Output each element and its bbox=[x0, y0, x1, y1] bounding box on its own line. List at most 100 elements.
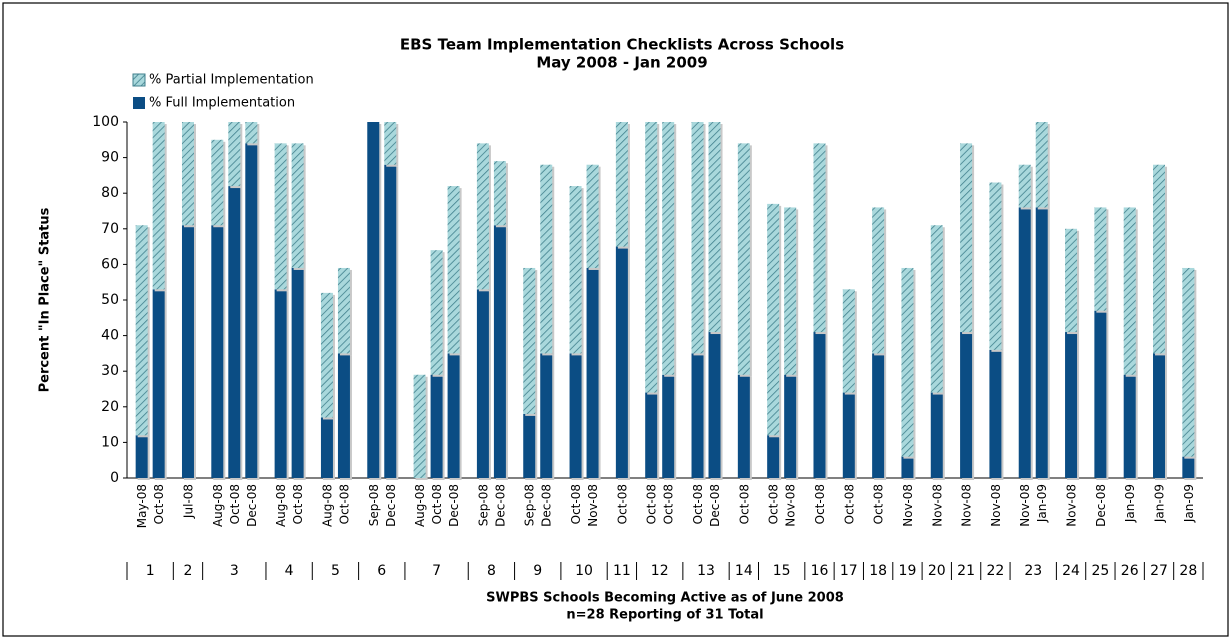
group-label: 9 bbox=[533, 563, 542, 579]
bar-segment bbox=[960, 143, 973, 333]
bar-segment bbox=[1094, 207, 1107, 311]
legend-swatch bbox=[132, 73, 146, 87]
x-tick-label: Sep-08 bbox=[523, 484, 537, 526]
group-label: 7 bbox=[432, 563, 441, 579]
bar-segment bbox=[1094, 310, 1107, 478]
x-tick-label: Jan-09 bbox=[1035, 484, 1049, 523]
bar-segment bbox=[135, 435, 148, 478]
group-label: 23 bbox=[1024, 563, 1042, 579]
group-label: 13 bbox=[697, 563, 715, 579]
x-tick-label: Oct-08 bbox=[662, 484, 676, 524]
x-tick-label: Aug-08 bbox=[211, 484, 225, 527]
bar-segment bbox=[767, 203, 780, 436]
bar-segment bbox=[872, 207, 885, 354]
group-label: 5 bbox=[331, 563, 340, 579]
x-tick-label: Nov-08 bbox=[1065, 484, 1079, 527]
x-tick-label: Oct-08 bbox=[337, 484, 351, 524]
bar-segment bbox=[476, 143, 489, 290]
group-label: 3 bbox=[230, 563, 239, 579]
bar-segment bbox=[430, 374, 443, 478]
x-tick-label: Sep-08 bbox=[476, 484, 490, 526]
x-tick-label: Jan-09 bbox=[1182, 484, 1196, 523]
bar-segment bbox=[228, 122, 241, 187]
legend-swatch bbox=[133, 97, 145, 109]
x-tick-label: Oct-08 bbox=[767, 484, 781, 524]
x-tick-label: Nov-08 bbox=[930, 484, 944, 527]
group-label: 20 bbox=[928, 563, 946, 579]
x-tick-label: Dec-08 bbox=[708, 484, 722, 527]
group-label: 26 bbox=[1121, 563, 1139, 579]
y-tick-label: 20 bbox=[101, 399, 119, 415]
bar-segment bbox=[274, 289, 287, 478]
bar-segment bbox=[540, 164, 553, 354]
bar-segment bbox=[1065, 332, 1078, 478]
group-label: 18 bbox=[869, 563, 887, 579]
bar-segment bbox=[586, 164, 599, 268]
y-tick-label: 0 bbox=[110, 470, 119, 486]
bar-segment bbox=[872, 353, 885, 478]
x-tick-label: Oct-08 bbox=[569, 484, 583, 524]
group-label: 28 bbox=[1179, 563, 1197, 579]
bar-segment bbox=[291, 143, 304, 268]
bar-segment bbox=[413, 374, 426, 478]
legend-label: % Full Implementation bbox=[149, 96, 295, 111]
group-label: 21 bbox=[957, 563, 975, 579]
group-label: 14 bbox=[735, 563, 753, 579]
bar-segment bbox=[320, 417, 333, 478]
y-tick-label: 100 bbox=[92, 114, 119, 130]
x-tick-label: Sep-08 bbox=[367, 484, 381, 526]
bar-segment bbox=[523, 267, 536, 414]
bar-segment bbox=[691, 122, 704, 354]
bar-segment bbox=[245, 143, 258, 479]
x-tick-label: Oct-08 bbox=[152, 484, 166, 524]
bar-segment bbox=[842, 392, 855, 478]
bar-segment bbox=[645, 392, 658, 478]
group-label: 10 bbox=[575, 563, 593, 579]
bar-segment bbox=[586, 267, 599, 478]
x-axis-subtitle: n=28 Reporting of 31 Total bbox=[566, 608, 763, 623]
bar-segment bbox=[1182, 267, 1195, 457]
bar-segment bbox=[1123, 374, 1136, 478]
group-label: 19 bbox=[899, 563, 917, 579]
bar-segment bbox=[384, 122, 397, 165]
group-label: 15 bbox=[773, 563, 791, 579]
bar-segment bbox=[1018, 164, 1031, 208]
x-tick-label: Oct-08 bbox=[737, 484, 751, 524]
group-label: 4 bbox=[285, 563, 294, 579]
bar-segment bbox=[737, 374, 750, 478]
x-tick-label: Oct-08 bbox=[813, 484, 827, 524]
bar-segment bbox=[901, 267, 914, 457]
bar-segment bbox=[447, 186, 460, 354]
bar-segment bbox=[1035, 207, 1048, 478]
group-label: 27 bbox=[1150, 563, 1168, 579]
x-tick-label: Oct-08 bbox=[645, 484, 659, 524]
y-tick-label: 40 bbox=[101, 328, 119, 344]
x-tick-label: Dec-08 bbox=[540, 484, 554, 527]
bar-segment bbox=[245, 122, 258, 144]
x-tick-label: Dec-08 bbox=[384, 484, 398, 527]
bar-segment bbox=[767, 435, 780, 478]
x-tick-label: May-08 bbox=[135, 484, 149, 528]
group-label: 12 bbox=[651, 563, 669, 579]
bar-segment bbox=[615, 122, 628, 247]
bar-segment bbox=[1035, 122, 1048, 208]
bar-segment bbox=[228, 186, 241, 478]
bar-segment bbox=[784, 207, 797, 375]
bar-segment bbox=[211, 139, 224, 226]
bar-segment bbox=[662, 122, 675, 375]
bar-segment bbox=[989, 349, 1002, 478]
bar-segment bbox=[1065, 228, 1078, 333]
x-tick-label: Jan-09 bbox=[1153, 484, 1167, 523]
x-tick-label: Nov-08 bbox=[901, 484, 915, 527]
bar-segment bbox=[135, 225, 148, 436]
bar-segment bbox=[476, 289, 489, 478]
bar-segment bbox=[337, 267, 350, 354]
bar-segment bbox=[337, 353, 350, 478]
x-tick-label: Nov-08 bbox=[784, 484, 798, 527]
chart-title: EBS Team Implementation Checklists Acros… bbox=[400, 36, 844, 54]
group-label: 11 bbox=[613, 563, 631, 579]
bar-segment bbox=[1018, 207, 1031, 478]
x-tick-label: Oct-08 bbox=[228, 484, 242, 524]
x-tick-label: Oct-08 bbox=[872, 484, 886, 524]
